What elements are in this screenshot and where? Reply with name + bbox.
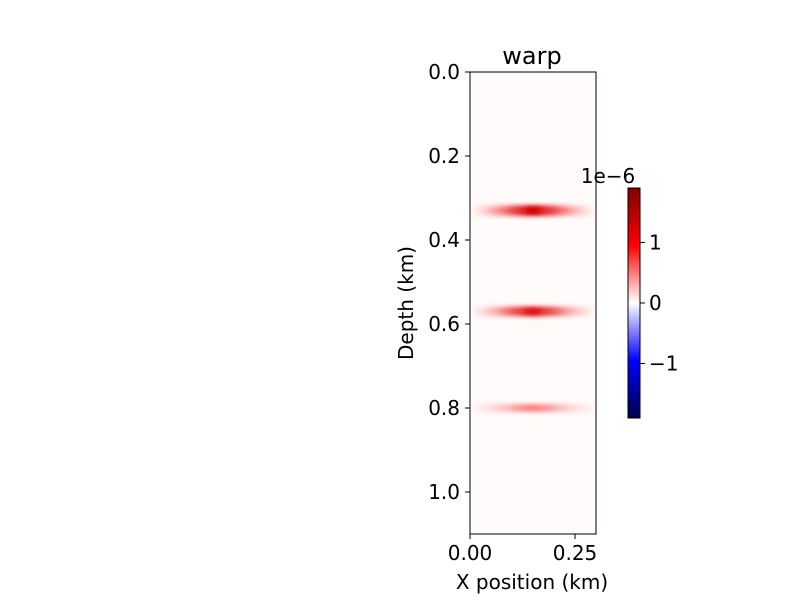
y-tick-label: 0.8 (428, 396, 460, 420)
x-axis: 0.00 0.25 (448, 534, 598, 565)
y-axis: 0.0 0.2 0.4 0.6 0.8 1.0 (428, 60, 470, 504)
colorbar-ticks: 1 0 −1 (640, 230, 678, 376)
colorbar-tick-label: 1 (649, 230, 662, 254)
colorbar-offset-label: 1e−6 (581, 164, 636, 188)
plot-background (470, 72, 596, 534)
y-tick-label: 0.0 (428, 60, 460, 84)
y-tick-label: 1.0 (428, 480, 460, 504)
reflector-band-core (478, 208, 588, 213)
heatmap-features (472, 205, 594, 413)
colorbar-tick-label: 0 (649, 291, 662, 315)
x-axis-label: X position (km) (456, 570, 608, 594)
reflector-band (472, 306, 594, 317)
y-tick-label: 0.4 (428, 228, 460, 252)
reflector-band (472, 205, 594, 217)
x-tick-label: 0.00 (448, 541, 493, 565)
reflector-band (472, 403, 594, 413)
reflector-band-core (478, 406, 588, 410)
reflector-band-core (478, 309, 588, 314)
colorbar-tick-label: −1 (649, 352, 678, 376)
y-axis-label: Depth (km) (394, 246, 418, 360)
x-tick-label: 0.25 (553, 541, 598, 565)
colorbar (627, 187, 641, 419)
plot-frame (469, 71, 597, 535)
y-tick-label: 0.2 (428, 144, 460, 168)
y-tick-label: 0.6 (428, 312, 460, 336)
chart-title: warp (502, 42, 561, 70)
